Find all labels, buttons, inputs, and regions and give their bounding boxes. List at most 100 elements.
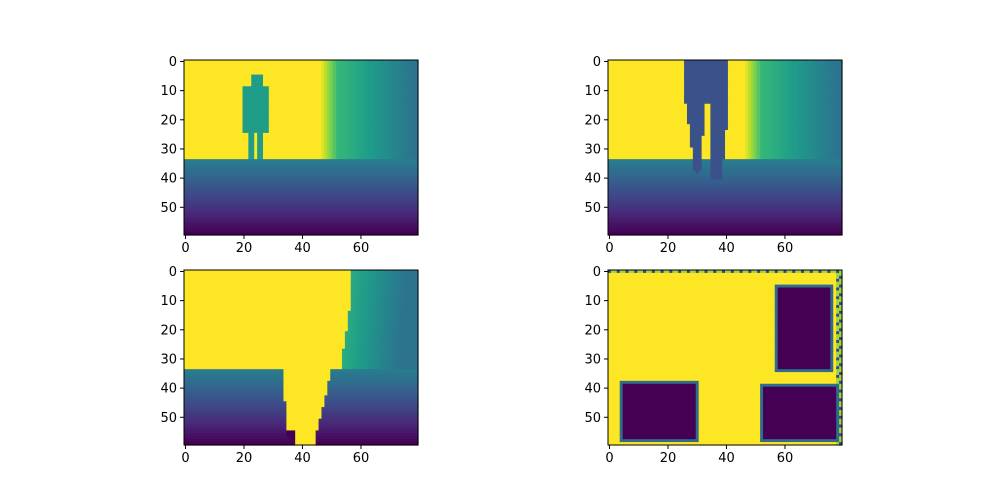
heatmap-cell-run bbox=[403, 270, 407, 274]
heatmap-cell-run bbox=[415, 127, 419, 131]
heatmap-cell-run bbox=[394, 121, 399, 125]
heatmap-cell-run bbox=[353, 296, 358, 300]
heatmap-cell-run bbox=[394, 293, 399, 297]
heatmap-cell-run bbox=[388, 275, 393, 280]
heatmap-cell-run bbox=[798, 92, 802, 96]
heatmap-cell-run bbox=[350, 302, 355, 306]
heatmap-cell-run bbox=[836, 369, 843, 373]
heatmap-cell-run bbox=[836, 404, 840, 408]
heatmap-cell-run bbox=[365, 132, 369, 137]
heatmap-cell-run bbox=[751, 150, 755, 154]
heatmap-cell-run bbox=[836, 401, 840, 405]
heatmap-cell-run bbox=[608, 124, 691, 128]
heatmap-cell-run bbox=[801, 109, 805, 114]
heatmap-cell-run bbox=[809, 86, 814, 90]
heatmap-cell-run bbox=[824, 130, 828, 134]
heatmap-cell-run bbox=[777, 115, 782, 119]
heatmap-cell-run bbox=[353, 135, 358, 140]
heatmap-cell-run bbox=[763, 124, 767, 128]
heatmap-cell-run bbox=[344, 132, 349, 137]
heatmap-cell-run bbox=[397, 270, 402, 274]
heatmap-cell-run bbox=[388, 80, 393, 84]
heatmap-cell-run bbox=[344, 331, 349, 335]
heatmap-cell-run bbox=[382, 275, 387, 280]
heatmap-cell-run bbox=[362, 325, 366, 329]
heatmap-cell-run bbox=[815, 97, 820, 102]
heatmap-cell-run bbox=[608, 313, 776, 318]
heatmap-cell-run bbox=[321, 132, 325, 137]
heatmap-cell-run bbox=[751, 80, 755, 84]
heatmap-cell-run bbox=[774, 357, 779, 362]
heatmap-cell-run bbox=[795, 80, 799, 84]
heatmap-image bbox=[184, 270, 419, 446]
heatmap-cell-run bbox=[359, 270, 364, 274]
heatmap-cell-run bbox=[359, 331, 364, 335]
heatmap-cell-run bbox=[359, 351, 364, 356]
heatmap-cell-run bbox=[359, 60, 364, 64]
heatmap-cell-run bbox=[745, 77, 749, 82]
heatmap-cell-run bbox=[257, 153, 264, 157]
heatmap-cell-run bbox=[789, 153, 793, 157]
heatmap-cell-run bbox=[801, 156, 805, 160]
heatmap-cell-run bbox=[327, 97, 331, 102]
heatmap-cell-run bbox=[836, 95, 840, 99]
heatmap-cell-run bbox=[760, 106, 764, 111]
heatmap-cell-run bbox=[701, 165, 711, 169]
heatmap-cell-run bbox=[371, 106, 375, 111]
heatmap-cell-run bbox=[391, 68, 396, 73]
heatmap-cell-run bbox=[344, 357, 349, 362]
heatmap-cell-run bbox=[356, 290, 361, 294]
heatmap-cell-run bbox=[754, 109, 758, 114]
heatmap-cell-run bbox=[382, 121, 387, 125]
heatmap-cell-run bbox=[765, 106, 770, 111]
heatmap-cell-run bbox=[403, 272, 407, 277]
heatmap-cell-run bbox=[839, 302, 843, 306]
heatmap-cell-run bbox=[806, 95, 811, 99]
heatmap-cell-run bbox=[353, 112, 358, 117]
heatmap-cell-run bbox=[184, 112, 244, 117]
heatmap-cell-run bbox=[839, 398, 843, 402]
heatmap-cell-run bbox=[763, 415, 837, 420]
heatmap-cell-run bbox=[359, 319, 364, 324]
heatmap-cell-run bbox=[391, 319, 396, 324]
heatmap-cell-run bbox=[388, 307, 393, 312]
heatmap-cell-run bbox=[818, 60, 823, 64]
heatmap-cell-run bbox=[341, 71, 346, 76]
heatmap-cell-run bbox=[608, 191, 843, 195]
heatmap-cell-run bbox=[388, 342, 393, 347]
heatmap-cell-run bbox=[379, 97, 384, 102]
heatmap-cell-run bbox=[359, 299, 364, 303]
heatmap-cell-run bbox=[400, 135, 404, 140]
heatmap-cell-run bbox=[324, 144, 328, 149]
heatmap-cell-run bbox=[836, 272, 843, 277]
heatmap-cell-run bbox=[374, 322, 378, 327]
heatmap-cell-run bbox=[798, 100, 802, 105]
heatmap-cell-run bbox=[836, 360, 843, 364]
heatmap-cell-run bbox=[184, 302, 352, 306]
heatmap-cell-run bbox=[839, 410, 843, 414]
heatmap-cell-run bbox=[836, 138, 840, 143]
heatmap-cell-run bbox=[382, 319, 387, 324]
heatmap-cell-run bbox=[184, 377, 285, 382]
heatmap-cell-run bbox=[806, 121, 811, 125]
heatmap-cell-run bbox=[359, 68, 364, 73]
heatmap-cell-run bbox=[801, 141, 805, 146]
x-tick-label: 20 bbox=[660, 241, 677, 256]
heatmap-cell-run bbox=[356, 366, 361, 370]
heatmap-cell-run bbox=[608, 380, 621, 385]
heatmap-cell-run bbox=[336, 65, 340, 70]
heatmap-cell-run bbox=[184, 287, 352, 292]
heatmap-cell-run bbox=[341, 97, 346, 102]
heatmap-cell-run bbox=[385, 89, 390, 93]
heatmap-cell-run bbox=[812, 156, 817, 160]
heatmap-cell-run bbox=[257, 141, 264, 146]
heatmap-cell-run bbox=[777, 92, 782, 96]
heatmap-cell-run bbox=[397, 68, 402, 73]
heatmap-cell-run bbox=[388, 100, 393, 105]
heatmap-cell-run bbox=[184, 442, 296, 446]
heatmap-cell-run bbox=[347, 345, 352, 350]
heatmap-cell-run bbox=[350, 106, 355, 111]
heatmap-cell-run bbox=[839, 86, 843, 90]
heatmap-cell-run bbox=[789, 60, 793, 64]
heatmap-cell-run bbox=[394, 287, 399, 292]
